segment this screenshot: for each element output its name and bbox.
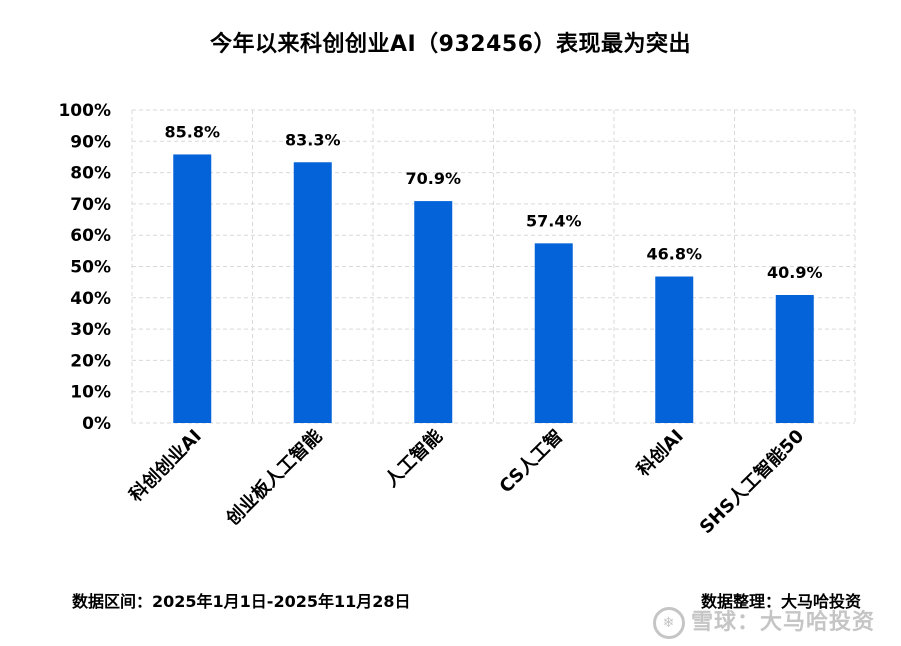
x-axis-ticks: 科创创业AI 创业板人工智能 人工智能 CS人工智 科创AI SHS人工智能50 bbox=[125, 425, 809, 538]
bar bbox=[414, 201, 453, 423]
x-tick-label: CS人工智 bbox=[495, 425, 567, 497]
source-note: 数据整理：大马哈投资 bbox=[700, 592, 861, 611]
data-label: 46.8% bbox=[646, 245, 702, 264]
data-label: 70.9% bbox=[405, 169, 461, 188]
data-label: 57.4% bbox=[526, 211, 582, 230]
data-label: 85.8% bbox=[164, 122, 220, 141]
bars bbox=[173, 154, 814, 424]
watermark-text: 雪球：大马哈投资 bbox=[690, 610, 875, 635]
y-axis-ticks: 0% 10% 20% 30% 40% 50% 60% 70% 80% 90% 100% bbox=[58, 101, 111, 434]
data-label: 40.9% bbox=[767, 263, 823, 282]
x-tick-label: 创业板人工智能 bbox=[221, 425, 326, 530]
bar bbox=[775, 294, 814, 423]
x-tick-label: 科创AI bbox=[632, 425, 688, 481]
chart-title: 今年以来科创创业AI（932456）表现最为突出 bbox=[209, 32, 692, 57]
y-tick-label: 70% bbox=[70, 195, 111, 215]
y-tick-label: 100% bbox=[58, 101, 111, 121]
x-tick-label: 科创创业AI bbox=[125, 425, 206, 506]
y-tick-label: 30% bbox=[70, 320, 111, 340]
y-tick-label: 20% bbox=[70, 351, 111, 371]
bar bbox=[293, 162, 332, 423]
bar bbox=[534, 243, 573, 423]
data-labels: 85.8% 83.3% 70.9% 57.4% 46.8% 40.9% bbox=[164, 122, 822, 282]
grid bbox=[131, 109, 856, 424]
snowball-logo-icon: ❄ bbox=[652, 607, 685, 639]
y-tick-label: 0% bbox=[82, 414, 111, 434]
y-tick-label: 80% bbox=[70, 164, 111, 184]
data-label: 83.3% bbox=[285, 130, 341, 149]
y-tick-label: 90% bbox=[70, 132, 111, 152]
y-tick-label: 60% bbox=[70, 226, 111, 246]
bar bbox=[655, 276, 694, 423]
y-tick-label: 40% bbox=[70, 289, 111, 309]
x-tick-label: SHS人工智能50 bbox=[695, 425, 808, 538]
data-range-note: 数据区间：2025年1月1日-2025年11月28日 bbox=[72, 592, 411, 611]
y-tick-label: 10% bbox=[70, 383, 111, 403]
bar bbox=[173, 154, 212, 424]
watermark: ❄ 雪球：大马哈投资 bbox=[652, 604, 875, 639]
y-tick-label: 50% bbox=[70, 258, 111, 278]
x-tick-label: 人工智能 bbox=[380, 425, 446, 491]
